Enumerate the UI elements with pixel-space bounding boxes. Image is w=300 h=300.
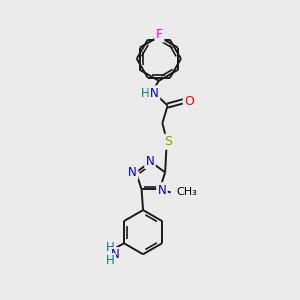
Text: N: N — [158, 184, 166, 196]
Text: H: H — [141, 87, 149, 100]
Text: O: O — [184, 94, 194, 108]
Text: CH₃: CH₃ — [177, 188, 197, 197]
Text: H: H — [106, 254, 115, 267]
Text: N: N — [150, 87, 159, 100]
Text: N: N — [146, 155, 154, 168]
Text: S: S — [164, 135, 172, 148]
Text: N: N — [111, 248, 119, 262]
Text: N: N — [128, 166, 137, 179]
Text: F: F — [156, 28, 163, 41]
Text: H: H — [106, 241, 115, 254]
